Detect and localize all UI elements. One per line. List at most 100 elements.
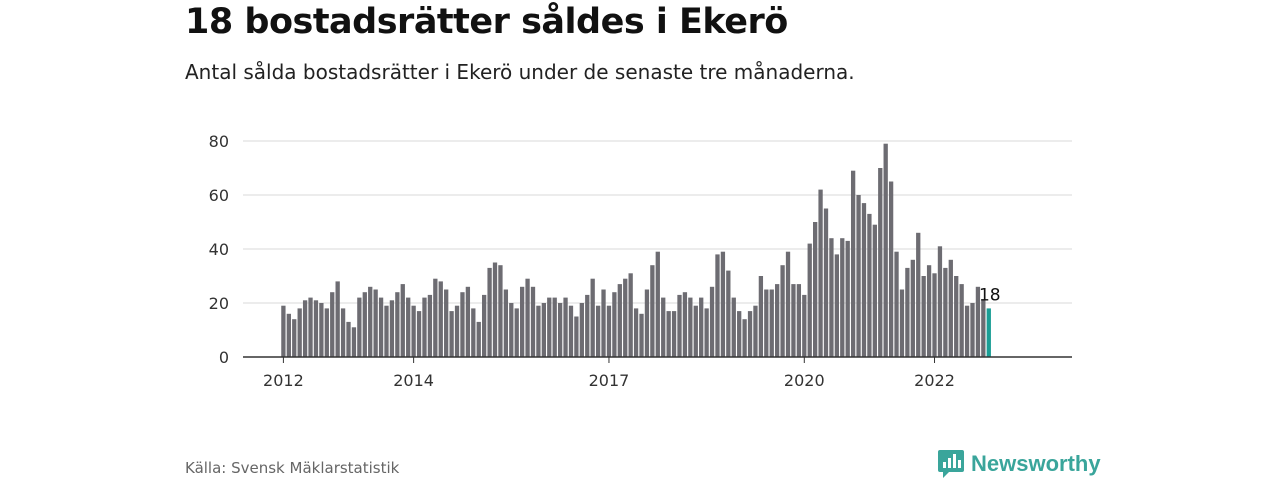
bar: [975, 286, 981, 357]
brand-name: Newsworthy: [971, 451, 1101, 476]
bar: [324, 308, 329, 357]
source-note: Källa: Svensk Mäklarstatistik: [185, 459, 400, 477]
bar: [916, 232, 921, 357]
bar: [948, 259, 953, 357]
bar: [476, 321, 481, 357]
bar: [769, 289, 774, 357]
bar: [959, 284, 964, 357]
bar: [905, 267, 910, 357]
y-tick-label: 40: [209, 240, 229, 259]
bar: [313, 300, 319, 357]
bar: [932, 273, 937, 357]
bar: [709, 286, 715, 357]
x-tick-label: 2012: [263, 371, 304, 390]
bar: [688, 297, 693, 357]
bar: [644, 289, 650, 357]
bar: [411, 305, 416, 357]
bar: [878, 168, 883, 357]
bar: [406, 297, 411, 357]
bar: [368, 286, 373, 357]
bar: [536, 305, 541, 357]
bar: [861, 203, 867, 357]
bar: [487, 267, 492, 357]
bar: [894, 251, 899, 357]
bar: [444, 289, 449, 357]
bar: [834, 254, 839, 357]
bar: [666, 311, 671, 357]
bar: [465, 286, 471, 357]
bar: [525, 278, 530, 357]
bar: [579, 303, 584, 357]
bar: [650, 265, 655, 357]
bar: [937, 246, 943, 357]
bar: [547, 297, 552, 357]
bar: [818, 189, 823, 357]
bar: [845, 240, 850, 357]
bar: [926, 265, 932, 357]
bar: [742, 319, 747, 357]
bar: [802, 294, 807, 357]
bar: [813, 222, 818, 357]
bar: [796, 284, 802, 357]
bar: [449, 311, 454, 357]
bar: [395, 292, 400, 357]
bar: [726, 270, 731, 357]
bar: [530, 286, 536, 357]
x-tick-label: 2014: [393, 371, 434, 390]
bar: [503, 289, 509, 357]
bar: [823, 208, 829, 357]
x-tick-label: 2022: [914, 371, 955, 390]
bar: [970, 303, 975, 357]
bar: [389, 300, 395, 357]
bar: [682, 292, 688, 357]
bar: [628, 273, 633, 357]
bar: [758, 276, 764, 357]
highlight-label: 18: [979, 285, 1001, 305]
bar: [281, 305, 286, 357]
bar: [286, 313, 291, 357]
bar: [541, 303, 546, 357]
bar: [378, 297, 384, 357]
bar: [791, 284, 796, 357]
bar: [422, 297, 427, 357]
y-tick-label: 80: [209, 132, 229, 151]
bar: [433, 278, 438, 357]
bar: [568, 305, 574, 357]
bar: [438, 281, 443, 357]
bar: [785, 251, 791, 357]
brand-logo[interactable]: Newsworthy: [937, 449, 1101, 479]
bar: [595, 305, 601, 357]
bar: [850, 170, 856, 357]
page-title: 18 bostadsrätter såldes i Ekerö: [185, 2, 788, 42]
bar: [606, 305, 612, 357]
bar: [492, 262, 498, 357]
page-subtitle: Antal sålda bostadsrätter i Ekerö under …: [185, 60, 855, 84]
bar: [471, 308, 476, 357]
bar: [330, 292, 335, 357]
bar: [899, 289, 905, 357]
bar: [661, 297, 666, 357]
bar: [427, 294, 433, 357]
bar: [384, 305, 389, 357]
bar: [633, 308, 639, 357]
bar: [715, 254, 720, 357]
bar: [590, 278, 595, 357]
bar-chart: 0 20 40 60 80 18 2012 2014 2017 2020 2022: [209, 132, 1072, 390]
bar-highlight: [986, 308, 991, 357]
bar: [910, 259, 915, 357]
y-tick-label: 20: [209, 294, 229, 313]
bar: [319, 303, 324, 357]
bar: [373, 289, 378, 357]
bar: [693, 305, 698, 357]
bar: [720, 251, 726, 357]
bar: [552, 297, 557, 357]
bar: [807, 243, 812, 357]
bar: [677, 294, 682, 357]
bar: [357, 297, 362, 357]
bar: [509, 303, 514, 357]
bar: [416, 311, 422, 357]
bar: [888, 181, 894, 357]
x-tick-label: 2020: [784, 371, 825, 390]
bar: [872, 224, 877, 357]
bar: [964, 305, 970, 357]
